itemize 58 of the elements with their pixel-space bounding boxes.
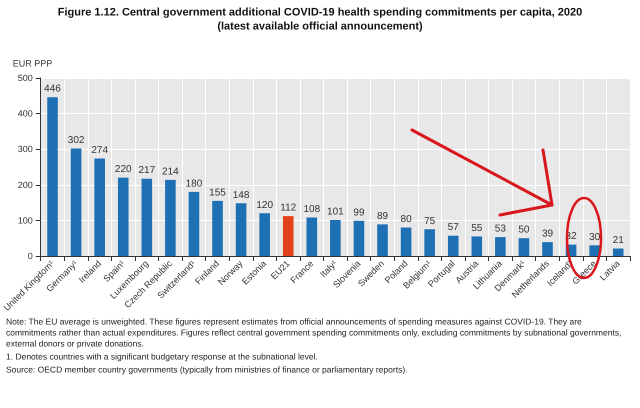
y-tick-label: 400 xyxy=(18,108,33,119)
bar xyxy=(424,229,435,256)
data-label: 155 xyxy=(209,187,226,198)
data-label: 302 xyxy=(68,134,85,146)
text: 1. Denotes countries with a significant budgetary response at the subnational level. xyxy=(6,352,318,362)
y-axis-title: EUR PPP xyxy=(12,58,52,68)
bar xyxy=(142,178,152,256)
bar xyxy=(448,236,459,256)
bar xyxy=(118,178,129,256)
y-tick-label: 0 xyxy=(28,251,33,261)
data-label: 180 xyxy=(186,178,203,190)
data-label: 39 xyxy=(542,228,554,240)
data-label: 274 xyxy=(91,144,108,156)
bar xyxy=(612,248,624,256)
data-label: 220 xyxy=(114,164,132,176)
data-label: 21 xyxy=(612,235,624,246)
source-note: Source: OECD member country governments (typically from ministries of finance or parliamentary reports). xyxy=(6,364,408,374)
bar xyxy=(236,203,246,256)
data-label: 446 xyxy=(44,84,62,95)
bar xyxy=(188,192,200,256)
bar xyxy=(70,148,82,256)
bar xyxy=(471,236,482,256)
y-tick-label: 200 xyxy=(18,180,33,190)
bar xyxy=(306,218,318,256)
bar xyxy=(259,213,270,256)
bar xyxy=(282,216,294,256)
data-label: 214 xyxy=(162,166,180,178)
bar xyxy=(212,200,223,256)
data-label: 217 xyxy=(138,165,156,176)
data-label: 57 xyxy=(448,222,460,234)
data-label: 55 xyxy=(471,222,483,234)
chart-title: Figure 1.12. Central government additional COVID-19 health spending commitments per capita, 2020 xyxy=(58,6,582,18)
data-label: 50 xyxy=(518,224,530,236)
data-label: 75 xyxy=(424,216,436,227)
chart-subtitle: (latest available official announcement) xyxy=(217,20,424,32)
data-label: 101 xyxy=(327,206,344,218)
bar xyxy=(47,97,58,256)
data-label: 53 xyxy=(494,224,506,235)
data-label: 80 xyxy=(400,214,412,226)
data-label: 148 xyxy=(232,190,250,201)
y-tick-label: 500 xyxy=(18,73,33,83)
data-label: 89 xyxy=(376,210,389,222)
bar xyxy=(377,224,388,256)
bar xyxy=(518,238,530,256)
data-label: 99 xyxy=(353,207,365,218)
y-tick-label: 300 xyxy=(18,144,33,154)
data-label: 120 xyxy=(256,200,274,211)
bar xyxy=(165,180,176,256)
data-label: 108 xyxy=(303,204,321,216)
bar xyxy=(400,228,412,256)
bar xyxy=(495,237,506,256)
data-label: 112 xyxy=(280,202,297,214)
bar xyxy=(354,220,364,256)
bar xyxy=(542,242,553,256)
bar xyxy=(330,220,341,256)
bar xyxy=(94,158,105,256)
y-tick-label: 100 xyxy=(18,215,33,226)
text: Note: The EU average is unweighted. These figures represent estimates from official announcements of spending measures against COVID-19. They are commitments rather than actual expenditures. Figures reflect central government spending commitments only, excluding commitments by subnational governments, external donors or private donations. xyxy=(6,316,624,348)
